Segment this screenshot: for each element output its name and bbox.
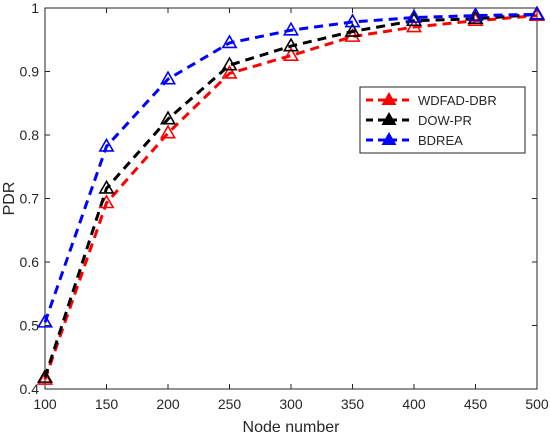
data-point-marker bbox=[98, 179, 115, 194]
series-line bbox=[43, 12, 538, 323]
series-layer bbox=[36, 5, 546, 385]
data-point-marker bbox=[221, 56, 238, 71]
legend-marker bbox=[381, 91, 397, 106]
data-point-marker bbox=[282, 37, 300, 52]
data-point-marker bbox=[282, 47, 300, 61]
legend-item: DOW-PR bbox=[366, 111, 472, 128]
y-tick-label: 1 bbox=[31, 0, 39, 16]
x-tick-label: 500 bbox=[525, 396, 549, 412]
legend-label: BDREA bbox=[418, 133, 463, 148]
legend-marker bbox=[381, 111, 397, 126]
data-point-marker bbox=[467, 7, 484, 21]
x-tick-label: 300 bbox=[279, 396, 303, 412]
series-line bbox=[43, 14, 538, 380]
data-point-marker bbox=[159, 124, 177, 139]
legend-label: WDFAD-DBR bbox=[418, 93, 497, 108]
axis-ticks: 100 150 200 250 300 350 400 450 500 0.4 0.5 0.6 0.7 0… bbox=[20, 0, 549, 412]
data-point-marker bbox=[467, 10, 484, 25]
x-tick-label: 100 bbox=[33, 396, 57, 412]
data-point-marker bbox=[221, 64, 238, 79]
x-tick-label: 350 bbox=[341, 396, 365, 412]
data-point-marker bbox=[528, 5, 546, 20]
data-point-marker bbox=[159, 110, 177, 125]
series-dow-pr bbox=[36, 5, 546, 383]
x-tick-label: 200 bbox=[156, 396, 180, 412]
data-point-marker bbox=[98, 137, 115, 152]
data-point-marker bbox=[405, 8, 423, 23]
data-point-marker bbox=[344, 13, 361, 28]
x-tick-label: 450 bbox=[464, 396, 488, 412]
x-tick-label: 400 bbox=[402, 396, 426, 412]
x-axis-title: Node number bbox=[243, 419, 341, 436]
y-tick-label: 0.5 bbox=[20, 318, 40, 334]
y-tick-label: 0.8 bbox=[20, 127, 40, 143]
legend-item: BDREA bbox=[366, 131, 463, 148]
legend-marker bbox=[381, 131, 397, 146]
legend-label: DOW-PR bbox=[418, 113, 472, 128]
y-tick-label: 0.6 bbox=[20, 254, 40, 270]
data-point-marker bbox=[36, 368, 54, 383]
series-line bbox=[43, 12, 538, 379]
data-point-marker bbox=[405, 12, 423, 27]
data-point-marker bbox=[282, 21, 300, 36]
series-bdrea bbox=[36, 5, 546, 328]
data-point-marker bbox=[159, 70, 177, 85]
data-point-marker bbox=[221, 34, 238, 49]
data-point-marker bbox=[36, 370, 54, 385]
legend: WDFAD-DBR DOW-PR BDREA bbox=[359, 86, 526, 154]
y-axis-title: PDR bbox=[1, 182, 18, 216]
x-tick-label: 150 bbox=[95, 396, 119, 412]
y-tick-label: 0.9 bbox=[20, 64, 40, 80]
legend-item: WDFAD-DBR bbox=[366, 91, 497, 108]
y-tick-label: 0.4 bbox=[20, 381, 40, 397]
data-point-marker bbox=[36, 313, 54, 328]
y-tick-label: 0.7 bbox=[20, 191, 40, 207]
x-tick-label: 250 bbox=[218, 396, 242, 412]
data-point-marker bbox=[344, 22, 361, 37]
